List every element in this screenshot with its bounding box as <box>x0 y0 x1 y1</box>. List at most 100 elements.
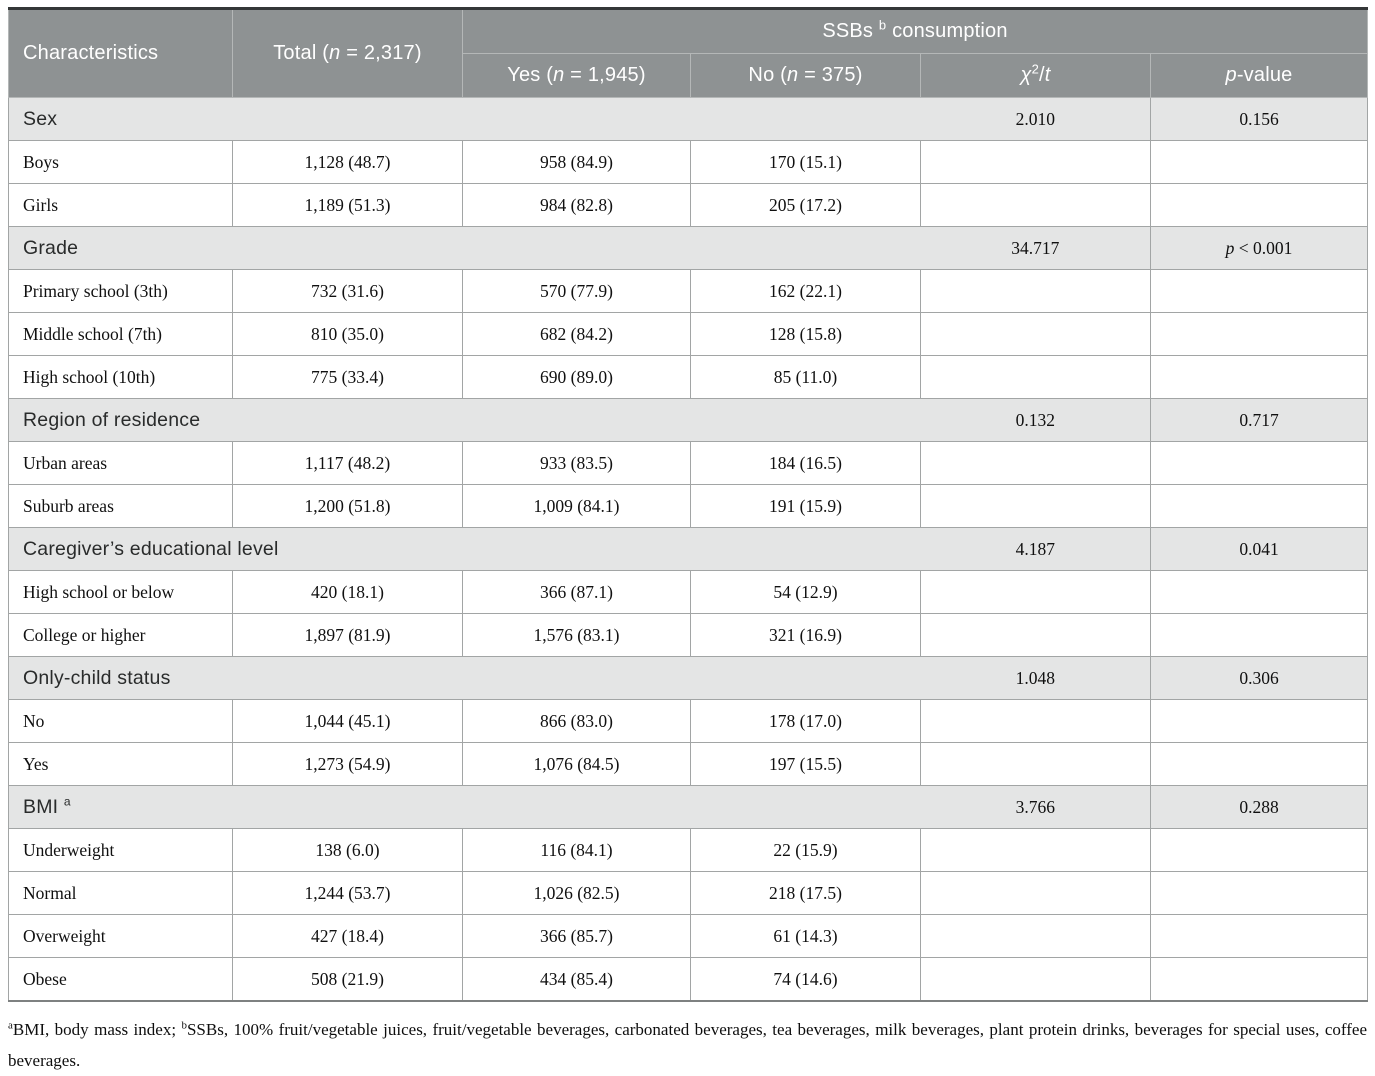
cell-p-value <box>1150 570 1368 614</box>
table-row: Middle school (7th) 810 (35.0) 682 (84.2… <box>8 312 1368 356</box>
table-row: No 1,044 (45.1) 866 (83.0) 178 (17.0) <box>8 699 1368 743</box>
cell-total: 508 (21.9) <box>232 957 463 1002</box>
cell-p-value <box>1150 914 1368 958</box>
cell-p-value <box>1150 742 1368 786</box>
cell-p-value: 0.041 <box>1150 527 1368 571</box>
cell-p-value: 0.306 <box>1150 656 1368 700</box>
cell-p-value <box>1150 871 1368 915</box>
section-row-bmi: BMI a 3.766 0.288 <box>8 785 1368 829</box>
table-footnote: aBMI, body mass index; bSSBs, 100% fruit… <box>8 1019 1367 1070</box>
cell-total: 732 (31.6) <box>232 269 463 313</box>
table-row: Underweight 138 (6.0) 116 (84.1) 22 (15.… <box>8 828 1368 872</box>
cell-no: 218 (17.5) <box>690 871 921 915</box>
cell-yes: 984 (82.8) <box>462 183 691 227</box>
cell-total: 1,897 (81.9) <box>232 613 463 657</box>
table-header: Characteristics Total (n = 2,317) SSBs b… <box>8 8 1368 98</box>
cell-yes: 1,076 (84.5) <box>462 742 691 786</box>
cell-yes: 1,026 (82.5) <box>462 871 691 915</box>
cell-p-value <box>1150 699 1368 743</box>
cell-no: 22 (15.9) <box>690 828 921 872</box>
cell-p-value <box>1150 355 1368 399</box>
cell-yes: 570 (77.9) <box>462 269 691 313</box>
table-row: Girls 1,189 (51.3) 984 (82.8) 205 (17.2) <box>8 183 1368 227</box>
cell-no: 54 (12.9) <box>690 570 921 614</box>
characteristics-table: Characteristics Total (n = 2,317) SSBs b… <box>8 7 1368 1002</box>
cell-p-value: 0.717 <box>1150 398 1368 442</box>
table-row: High school (10th) 775 (33.4) 690 (89.0)… <box>8 355 1368 399</box>
cell-no: 191 (15.9) <box>690 484 921 528</box>
cell-chi2-t: 34.717 <box>920 226 1151 270</box>
cell-p-value <box>1150 828 1368 872</box>
table-row: Suburb areas 1,200 (51.8) 1,009 (84.1) 1… <box>8 484 1368 528</box>
cell-row-label: Yes <box>8 742 233 786</box>
cell-yes: 690 (89.0) <box>462 355 691 399</box>
cell-no: 321 (16.9) <box>690 613 921 657</box>
cell-row-label: Suburb areas <box>8 484 233 528</box>
section-label: Region of residence <box>8 398 921 442</box>
cell-p-value <box>1150 140 1368 184</box>
cell-row-label: Girls <box>8 183 233 227</box>
cell-no: 205 (17.2) <box>690 183 921 227</box>
cell-no: 162 (22.1) <box>690 269 921 313</box>
cell-p-value <box>1150 613 1368 657</box>
cell-row-label: College or higher <box>8 613 233 657</box>
cell-yes: 366 (85.7) <box>462 914 691 958</box>
cell-p-value <box>1150 484 1368 528</box>
cell-chi2-t: 2.010 <box>920 97 1151 141</box>
cell-total: 427 (18.4) <box>232 914 463 958</box>
cell-total: 1,117 (48.2) <box>232 441 463 485</box>
cell-total: 775 (33.4) <box>232 355 463 399</box>
section-row-region: Region of residence 0.132 0.717 <box>8 398 1368 442</box>
col-header-ssb-consumption: SSBs b consumption <box>462 8 1368 54</box>
section-row-only-child: Only-child status 1.048 0.306 <box>8 656 1368 700</box>
section-label: Sex <box>8 97 921 141</box>
col-header-chi2-t: χ2/t <box>920 53 1151 98</box>
table-row: Urban areas 1,117 (48.2) 933 (83.5) 184 … <box>8 441 1368 485</box>
cell-yes: 434 (85.4) <box>462 957 691 1002</box>
cell-yes: 1,576 (83.1) <box>462 613 691 657</box>
cell-no: 61 (14.3) <box>690 914 921 958</box>
cell-total: 1,189 (51.3) <box>232 183 463 227</box>
col-header-total: Total (n = 2,317) <box>232 8 463 98</box>
cell-total: 1,244 (53.7) <box>232 871 463 915</box>
cell-chi2-t <box>920 441 1151 485</box>
cell-no: 85 (11.0) <box>690 355 921 399</box>
section-row-grade: Grade 34.717 p < 0.001 <box>8 226 1368 270</box>
cell-chi2-t <box>920 871 1151 915</box>
cell-row-label: No <box>8 699 233 743</box>
cell-chi2-t <box>920 613 1151 657</box>
cell-chi2-t: 3.766 <box>920 785 1151 829</box>
table-body: Sex 2.010 0.156 Boys 1,128 (48.7) 958 (8… <box>8 97 1368 1002</box>
cell-chi2-t: 4.187 <box>920 527 1151 571</box>
section-label: BMI a <box>8 785 921 829</box>
cell-total: 1,128 (48.7) <box>232 140 463 184</box>
cell-yes: 866 (83.0) <box>462 699 691 743</box>
cell-total: 1,200 (51.8) <box>232 484 463 528</box>
cell-chi2-t <box>920 312 1151 356</box>
cell-no: 128 (15.8) <box>690 312 921 356</box>
cell-chi2-t <box>920 828 1151 872</box>
cell-chi2-t <box>920 699 1151 743</box>
cell-p-value: 0.288 <box>1150 785 1368 829</box>
cell-chi2-t: 0.132 <box>920 398 1151 442</box>
table-row: Yes 1,273 (54.9) 1,076 (84.5) 197 (15.5) <box>8 742 1368 786</box>
cell-no: 178 (17.0) <box>690 699 921 743</box>
cell-p-value: p < 0.001 <box>1150 226 1368 270</box>
cell-yes: 116 (84.1) <box>462 828 691 872</box>
col-header-yes: Yes (n = 1,945) <box>462 53 691 98</box>
cell-no: 170 (15.1) <box>690 140 921 184</box>
table-row: High school or below 420 (18.1) 366 (87.… <box>8 570 1368 614</box>
cell-p-value <box>1150 312 1368 356</box>
cell-row-label: Obese <box>8 957 233 1002</box>
section-row-caregiver-education: Caregiver’s educational level 4.187 0.04… <box>8 527 1368 571</box>
col-header-characteristics: Characteristics <box>8 8 233 98</box>
cell-chi2-t <box>920 742 1151 786</box>
section-label: Grade <box>8 226 921 270</box>
cell-total: 420 (18.1) <box>232 570 463 614</box>
cell-p-value <box>1150 957 1368 1002</box>
cell-row-label: Middle school (7th) <box>8 312 233 356</box>
header-row-2: Yes (n = 1,945) No (n = 375) χ2/t p-valu… <box>9 53 1368 98</box>
table-row: Obese 508 (21.9) 434 (85.4) 74 (14.6) <box>8 957 1368 1002</box>
cell-row-label: Normal <box>8 871 233 915</box>
table-row: Normal 1,244 (53.7) 1,026 (82.5) 218 (17… <box>8 871 1368 915</box>
